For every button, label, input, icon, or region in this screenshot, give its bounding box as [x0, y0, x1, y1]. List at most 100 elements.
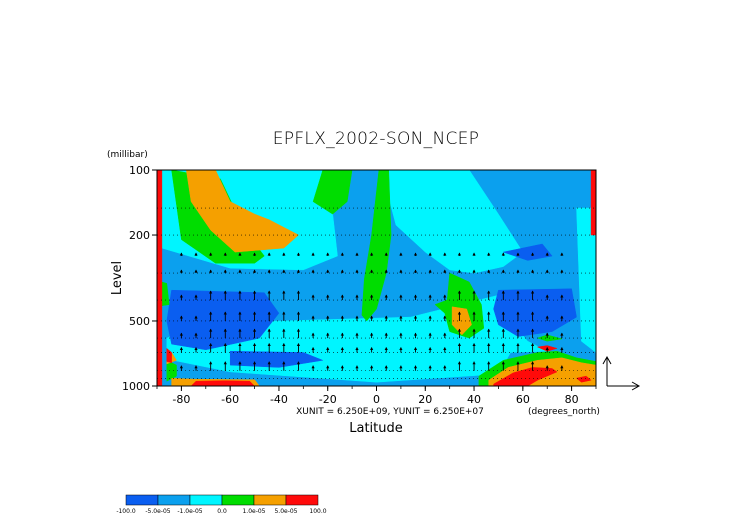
- flux-vector-head-90: [355, 347, 359, 351]
- flux-vector-head-38: [252, 290, 257, 294]
- flux-vector-head-13: [194, 347, 198, 351]
- flux-vector-head-80: [340, 294, 344, 298]
- flux-vector-head-45: [267, 290, 271, 294]
- flux-vector-head-93: [370, 269, 374, 273]
- flux-vector-head-180: [545, 332, 549, 336]
- flux-vector-head-111: [399, 347, 403, 351]
- flux-vector-head-50: [282, 252, 286, 256]
- flux-vector-head-12: [194, 332, 198, 336]
- y-tick-label-2: 500: [129, 315, 150, 328]
- flux-vector-head-186: [560, 315, 564, 319]
- flux-vector-head-123: [428, 315, 432, 319]
- flux-vector-head-101: [384, 294, 388, 298]
- x-axis-ticks: -80 -60 -40 -20 0 20 40 60 80: [156, 386, 597, 406]
- flux-vector-head-98: [370, 365, 374, 369]
- flux-vector-head-18: [209, 311, 213, 315]
- flux-vector-head-59: [296, 290, 301, 294]
- flux-vector-head-72: [326, 269, 330, 273]
- flux-vector-head-173: [530, 328, 535, 332]
- flux-vector-head-132: [443, 347, 447, 351]
- flux-vector-head-30: [238, 269, 242, 273]
- flux-vector-head-43: [267, 252, 271, 256]
- colorbar-tick-5: 5.0e-05: [274, 508, 297, 515]
- x-tick-label-3: -20: [319, 393, 337, 406]
- flux-vector-head-20: [209, 343, 213, 347]
- flux-vector-head-62: [296, 343, 301, 347]
- flux-vector-head-146: [472, 343, 476, 347]
- contour-regions: [157, 170, 596, 386]
- flux-vector-head-158: [501, 311, 505, 315]
- colorbar-tick-0: -100.0: [116, 508, 136, 515]
- flux-vector-head-161: [501, 361, 505, 365]
- flux-vector-head-112: [399, 365, 403, 369]
- flux-vector-head-1: [179, 252, 183, 256]
- flux-vector-head-106: [399, 252, 403, 256]
- flux-vector-head-149: [487, 269, 491, 273]
- reference-arrow-icon: [602, 355, 641, 391]
- contour-region-7: [229, 350, 324, 368]
- flux-vector-head-66: [311, 294, 315, 298]
- flux-vector-head-185: [560, 294, 564, 298]
- flux-vector-head-102: [384, 315, 388, 319]
- flux-vector-head-2: [179, 269, 183, 273]
- x-tick-label-6: 40: [467, 393, 481, 406]
- flux-vector-head-182: [545, 365, 549, 369]
- flux-vector-head-150: [487, 290, 491, 294]
- colorbar-swatch-5: [285, 494, 319, 506]
- flux-vector-head-57: [296, 252, 301, 256]
- flux-vector-head-78: [340, 252, 344, 256]
- flux-vector-head-58: [296, 269, 301, 273]
- y-axis-units: (millibar): [107, 150, 148, 160]
- flux-vector-head-77: [326, 365, 330, 369]
- flux-vector-head-79: [340, 269, 344, 273]
- flux-vector-head-169: [530, 252, 535, 256]
- flux-vector-head-9: [194, 269, 198, 273]
- flux-vector-head-136: [457, 290, 462, 294]
- flux-vector-head-32: [238, 311, 242, 315]
- contour-region-23: [157, 170, 163, 386]
- contour-region-29: [575, 375, 592, 383]
- flux-vector-head-163: [516, 269, 520, 273]
- flux-vector-head-156: [501, 269, 505, 273]
- flux-vector-head-68: [311, 332, 315, 336]
- flux-vector-head-165: [516, 311, 520, 315]
- contour-region-25: [166, 347, 172, 364]
- flux-vector-head-167: [516, 343, 520, 347]
- flux-vector-head-87: [355, 294, 359, 298]
- flux-vector-head-42: [252, 361, 257, 365]
- flux-vector-head-85: [355, 252, 359, 256]
- flux-vector-head-110: [399, 332, 403, 336]
- flux-vector-head-172: [530, 311, 535, 315]
- flux-vector-head-147: [472, 361, 476, 365]
- flux-vector-head-109: [399, 315, 403, 319]
- flux-vector-head-187: [560, 332, 564, 336]
- flux-vector-head-71: [326, 252, 330, 256]
- flux-vector-head-164: [516, 290, 520, 294]
- flux-vector-head-27: [223, 343, 227, 347]
- contour-region-9: [502, 243, 553, 261]
- flux-vector-head-92: [370, 252, 374, 256]
- flux-vector-head-127: [443, 252, 447, 256]
- flux-vector-head-26: [223, 328, 227, 332]
- flux-vector-head-117: [413, 332, 418, 336]
- flux-vector-head-141: [472, 252, 476, 256]
- flux-vector-head-74: [326, 315, 330, 319]
- flux-vector-head-157: [501, 290, 505, 294]
- flux-vector-head-25: [223, 311, 227, 315]
- flux-vector-head-181: [545, 347, 549, 351]
- flux-vector-head-15: [209, 252, 213, 256]
- flux-vector-head-137: [457, 311, 462, 315]
- colorbar: [125, 494, 319, 506]
- flux-vector-head-134: [457, 252, 462, 256]
- flux-vector-head-83: [340, 347, 344, 351]
- flux-vector-head-104: [384, 347, 388, 351]
- flux-vector-head-6: [179, 347, 183, 351]
- flux-vector-head-7: [179, 365, 183, 369]
- flux-vector-head-99: [384, 252, 388, 256]
- flux-vector-head-81: [340, 315, 344, 319]
- flux-vector-head-100: [384, 269, 388, 273]
- x-tick-label-5: 20: [418, 393, 432, 406]
- colorbar-tick-1: -5.0e-05: [145, 508, 170, 515]
- flux-vector-head-56: [282, 361, 286, 365]
- contour-region-8: [493, 288, 577, 337]
